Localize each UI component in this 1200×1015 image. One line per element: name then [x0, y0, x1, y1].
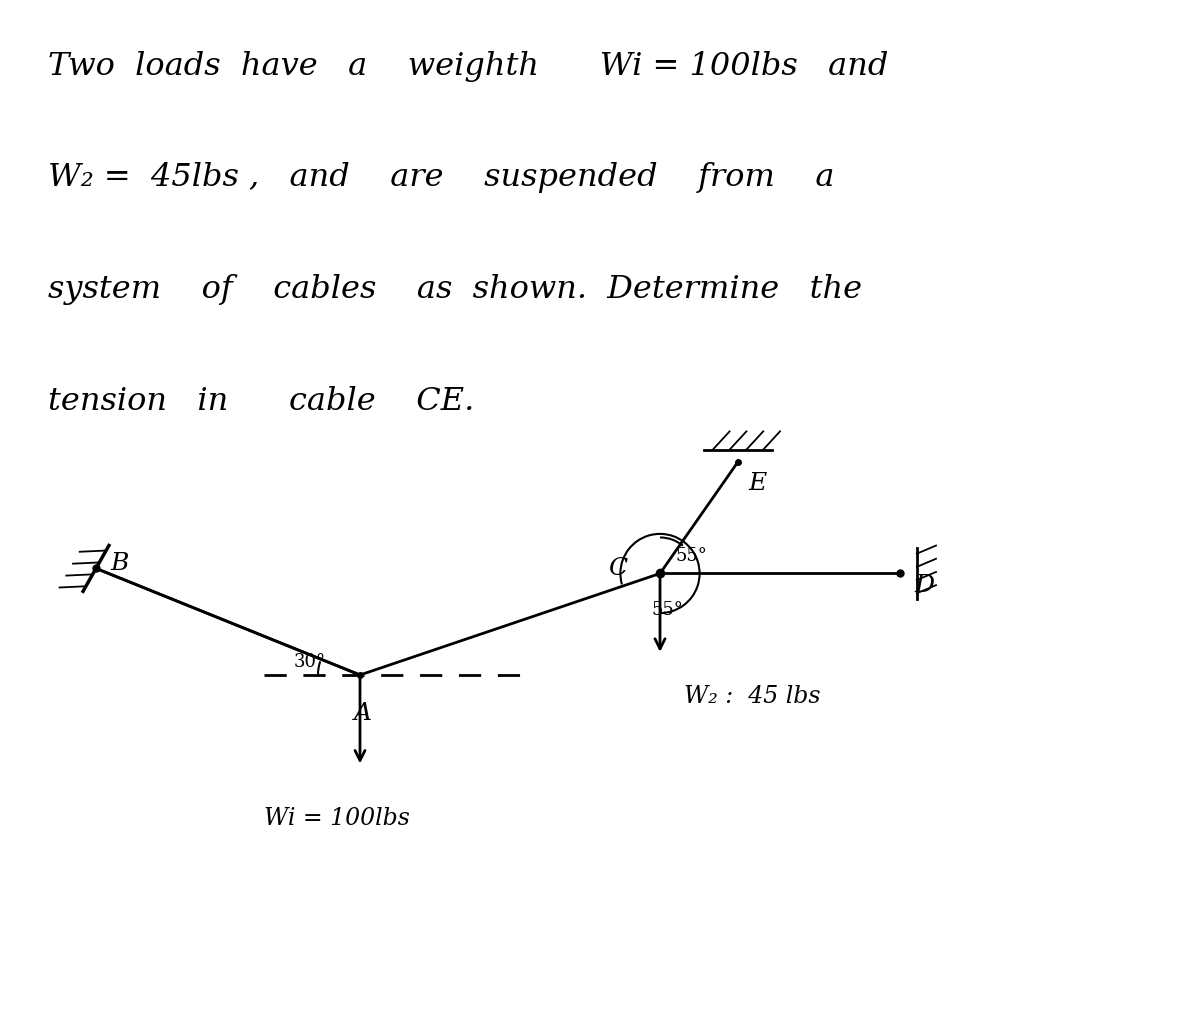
Text: D: D [914, 574, 935, 597]
Text: 55°: 55° [652, 601, 684, 619]
Text: A: A [354, 702, 372, 726]
Text: B: B [110, 552, 128, 574]
Text: Wi = 100lbs: Wi = 100lbs [264, 807, 410, 830]
Text: 55°: 55° [676, 547, 708, 565]
Text: W₂ :  45 lbs: W₂ : 45 lbs [684, 685, 821, 708]
Text: system    of    cables    as  shown.  Determine   the: system of cables as shown. Determine the [48, 274, 862, 306]
Text: W₂ =  45lbs ,   and    are    suspended    from    a: W₂ = 45lbs , and are suspended from a [48, 162, 834, 194]
Text: tension   in      cable    CE.: tension in cable CE. [48, 386, 474, 417]
Text: C: C [608, 557, 628, 580]
Text: Two  loads  have   a    weighth      Wi = 100lbs   and: Two loads have a weighth Wi = 100lbs and [48, 51, 888, 82]
Text: 30°: 30° [294, 653, 326, 671]
Text: E: E [749, 472, 767, 495]
